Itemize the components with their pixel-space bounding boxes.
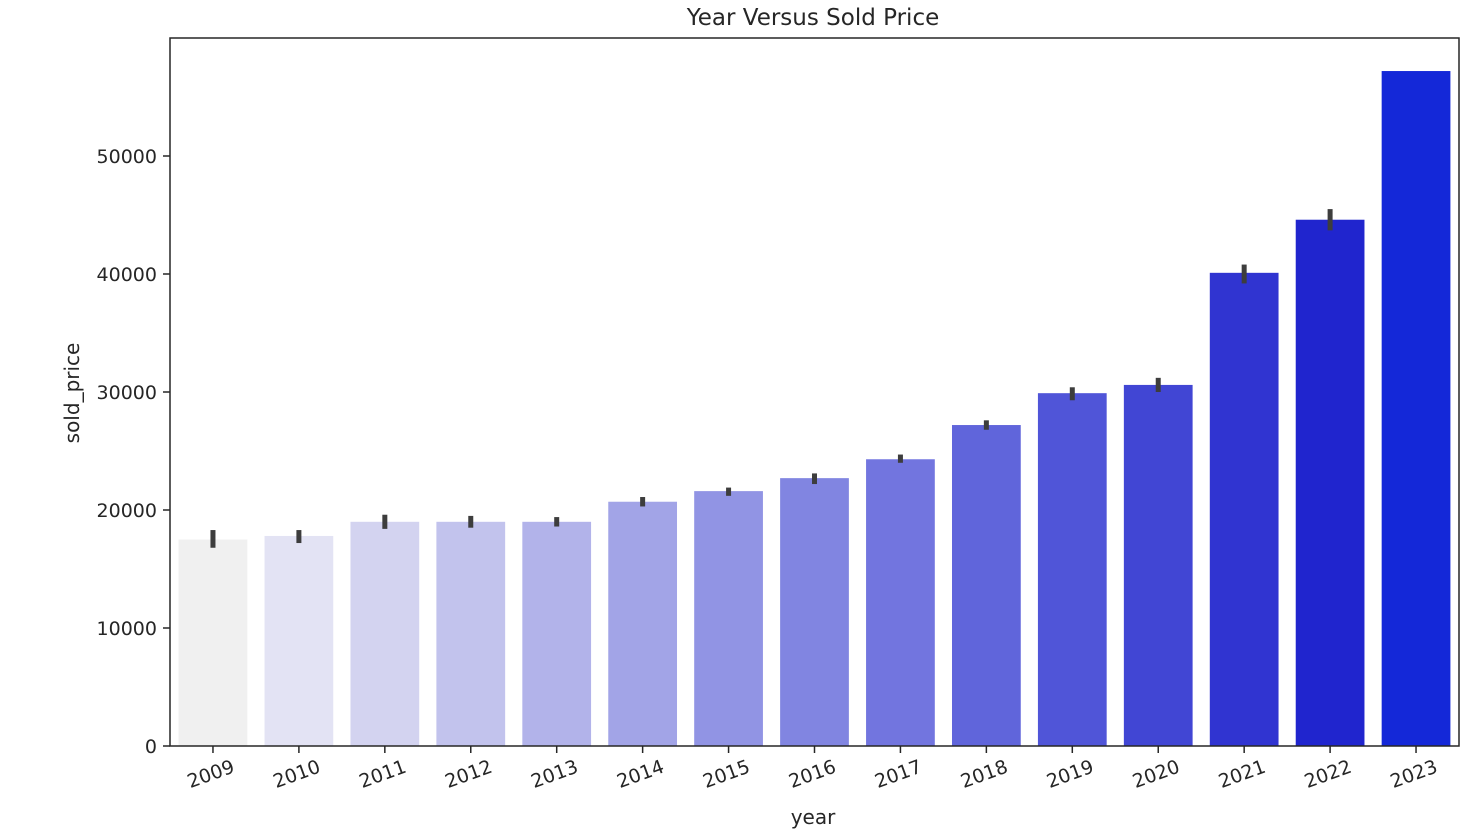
bar-2016: [780, 478, 849, 746]
bar-2022: [1295, 219, 1365, 747]
bar-2009: [178, 539, 248, 746]
bar-2021: [1209, 272, 1279, 746]
bar-2017: [866, 459, 935, 746]
x-tick-label-2020: 2020: [1130, 756, 1183, 793]
y-tick-label-0: 0: [145, 736, 157, 758]
bar-2010: [264, 535, 334, 746]
x-tick-label-2015: 2015: [700, 756, 753, 793]
bars-layer: [178, 71, 1451, 747]
bar-2018: [951, 425, 1021, 746]
x-tick-label-2022: 2022: [1302, 756, 1355, 793]
x-tick-label-2010: 2010: [270, 756, 323, 793]
bar-2014: [608, 501, 678, 746]
bar-2020: [1123, 384, 1193, 746]
y-tick-label-20000: 20000: [97, 500, 157, 522]
y-tick-label-40000: 40000: [97, 264, 157, 286]
bar-2023: [1381, 71, 1451, 747]
x-tick-label-2019: 2019: [1044, 756, 1097, 793]
x-tick-label-2021: 2021: [1216, 756, 1269, 793]
bar-2013: [522, 521, 592, 746]
y-tick-label-30000: 30000: [97, 382, 157, 404]
x-tick-label-2014: 2014: [614, 756, 667, 793]
x-tick-label-2023: 2023: [1387, 756, 1440, 793]
y-axis: 0 10000 20000 30000 40000 50000: [97, 146, 170, 758]
bar-2012: [436, 521, 506, 746]
bar-2019: [1037, 393, 1107, 746]
bar-2011: [350, 521, 420, 746]
x-axis: 2009 2010 2011 2012 2013 2014 2015 2016 2017 2018…: [184, 746, 1440, 793]
x-tick-label-2017: 2017: [872, 756, 925, 793]
error-bars-layer: [210, 209, 1333, 548]
y-tick-label-10000: 10000: [97, 618, 157, 640]
bar-2015: [694, 491, 763, 746]
x-tick-label-2013: 2013: [528, 756, 581, 793]
y-tick-label-50000: 50000: [97, 146, 157, 168]
x-tick-label-2012: 2012: [442, 756, 495, 793]
x-tick-label-2009: 2009: [184, 756, 237, 793]
x-tick-label-2018: 2018: [958, 756, 1011, 793]
x-axis-label: year: [791, 805, 836, 829]
chart-title: Year Versus Sold Price: [686, 5, 940, 31]
plot-frame: [169, 37, 1460, 747]
x-tick-label-2016: 2016: [786, 756, 839, 793]
y-axis-label: sold_price: [60, 343, 84, 444]
x-tick-label-2011: 2011: [356, 756, 409, 793]
